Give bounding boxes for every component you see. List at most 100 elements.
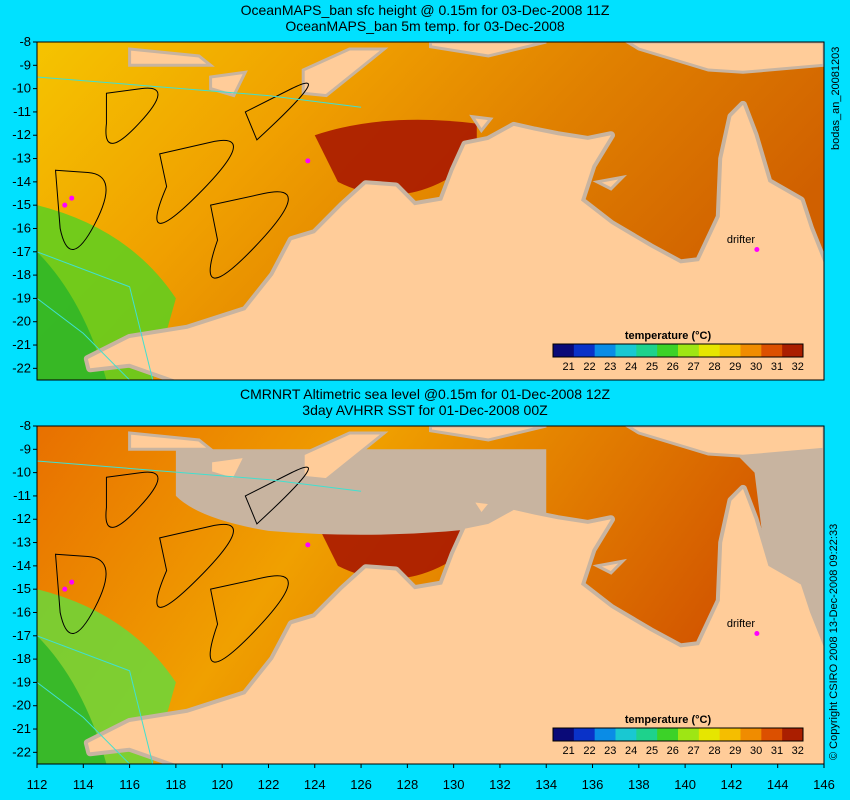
top-title-line2: OceanMAPS_ban 5m temp. for 03-Dec-2008 bbox=[285, 18, 565, 34]
lon-tick: 134 bbox=[535, 777, 557, 792]
top-colorbar-tick: 24 bbox=[625, 361, 637, 373]
bottom-lat-tick: -16 bbox=[12, 604, 31, 619]
top-colorbar-tick: 22 bbox=[583, 361, 595, 373]
top-colorbar-tick: 27 bbox=[688, 361, 700, 373]
bottom-map-panel bbox=[37, 426, 824, 764]
bottom-drifter-marker bbox=[69, 579, 75, 585]
top-drifter-label: drifter bbox=[727, 234, 755, 246]
bottom-height-contour bbox=[54, 553, 107, 634]
top-warm-water bbox=[314, 119, 477, 195]
bottom-title-line2: 3day AVHRR SST for 01-Dec-2008 00Z bbox=[302, 402, 548, 418]
bottom-height-contour bbox=[209, 575, 289, 663]
bottom-island bbox=[128, 431, 215, 451]
top-lat-tick: -13 bbox=[12, 151, 31, 166]
lon-tick: 136 bbox=[582, 777, 604, 792]
bottom-lat-tick: -15 bbox=[12, 581, 31, 596]
top-colorbar-tick: 29 bbox=[729, 361, 741, 373]
top-island bbox=[209, 70, 248, 98]
bottom-colorbar-swatch bbox=[782, 728, 804, 741]
top-bathy-contour bbox=[37, 251, 154, 380]
top-colorbar-tick: 32 bbox=[792, 361, 804, 373]
top-frame bbox=[36, 41, 825, 381]
top-island bbox=[429, 42, 547, 58]
bottom-island bbox=[469, 498, 494, 518]
top-height-contour bbox=[156, 139, 234, 224]
top-island bbox=[301, 47, 389, 98]
top-bathy-contour bbox=[37, 298, 130, 380]
top-cooler-water bbox=[37, 251, 107, 380]
bottom-height-contour bbox=[105, 471, 159, 528]
top-island bbox=[624, 42, 824, 74]
lon-tick: 118 bbox=[166, 777, 187, 792]
bottom-colorbar-tick: 22 bbox=[583, 745, 595, 757]
top-island bbox=[128, 47, 215, 67]
lon-tick: 126 bbox=[350, 777, 372, 792]
top-bathy-contour bbox=[37, 76, 362, 108]
bottom-colorbar-swatch bbox=[678, 728, 700, 741]
top-lat-tick: -19 bbox=[12, 290, 31, 305]
top-lat-tick: -10 bbox=[12, 81, 31, 96]
top-colorbar-swatch bbox=[594, 344, 616, 357]
top-drifter-marker bbox=[62, 202, 68, 208]
bottom-colorbar-swatch bbox=[594, 728, 616, 741]
lon-tick: 116 bbox=[119, 777, 140, 792]
bottom-colorbar-tick: 31 bbox=[771, 745, 783, 757]
top-colorbar-tick: 25 bbox=[646, 361, 658, 373]
top-colorbar-swatch bbox=[573, 344, 596, 357]
top-colorbar-swatch bbox=[698, 344, 721, 357]
bottom-colorbar-tick: 25 bbox=[646, 745, 658, 757]
bottom-cooler-water bbox=[37, 635, 107, 764]
bottom-lat-tick: -8 bbox=[19, 418, 31, 433]
bottom-colorbar-swatch bbox=[636, 728, 658, 741]
top-lat-tick: -17 bbox=[12, 244, 31, 259]
bottom-colorbar-tick: 21 bbox=[563, 745, 575, 757]
bottom-height-contour bbox=[244, 466, 309, 525]
bottom-colorbar-swatch bbox=[657, 728, 679, 741]
top-colorbar-swatch bbox=[615, 344, 637, 357]
top-drifter-marker bbox=[754, 246, 760, 252]
bottom-bathy-contour bbox=[37, 460, 362, 492]
lon-tick: 128 bbox=[397, 777, 419, 792]
top-side-label: bodas_an_20081203 bbox=[830, 46, 842, 150]
bottom-colorbar-tick: 27 bbox=[688, 745, 700, 757]
top-colorbar-swatch bbox=[553, 344, 575, 357]
bottom-drifter-marker bbox=[62, 586, 68, 592]
bottom-lat-tick: -14 bbox=[12, 558, 31, 573]
bottom-lat-tick: -9 bbox=[19, 441, 31, 456]
top-colorbar-title: temperature (°C) bbox=[625, 330, 712, 342]
bottom-title-line1: CMRNRT Altimetric sea level @0.15m for 0… bbox=[239, 386, 611, 402]
bottom-colorbar-tick: 28 bbox=[708, 745, 720, 757]
top-island bbox=[469, 114, 494, 134]
bottom-colorbar-tick: 30 bbox=[750, 745, 762, 757]
bottom-colorbar-swatch bbox=[698, 728, 721, 741]
bottom-australia-land bbox=[87, 488, 824, 764]
top-colorbar-swatch bbox=[636, 344, 658, 357]
bottom-drifter-marker bbox=[305, 542, 311, 548]
top-lat-tick: -8 bbox=[19, 34, 31, 49]
bottom-colorbar-tick: 32 bbox=[792, 745, 804, 757]
bottom-colorbar-swatch bbox=[573, 728, 596, 741]
top-colorbar-swatch bbox=[782, 344, 804, 357]
top-title-line1: OceanMAPS_ban sfc height @ 0.15m for 03-… bbox=[240, 2, 610, 18]
bottom-drifter-marker bbox=[754, 630, 760, 636]
bottom-lat-tick: -17 bbox=[12, 628, 31, 643]
top-drifter-marker bbox=[69, 195, 75, 201]
bottom-island bbox=[624, 426, 824, 458]
bottom-colorbar-tick: 24 bbox=[625, 745, 637, 757]
lon-tick: 142 bbox=[721, 777, 743, 792]
top-lat-tick: -12 bbox=[12, 127, 31, 142]
lon-tick: 120 bbox=[211, 777, 233, 792]
bottom-lat-tick: -19 bbox=[12, 674, 31, 689]
bottom-frame bbox=[36, 425, 825, 765]
bottom-lat-tick: -10 bbox=[12, 465, 31, 480]
top-island bbox=[592, 174, 628, 191]
lon-tick: 132 bbox=[489, 777, 511, 792]
top-height-contour bbox=[105, 87, 159, 144]
lon-tick: 122 bbox=[258, 777, 280, 792]
top-colorbar-tick: 31 bbox=[771, 361, 783, 373]
top-lat-tick: -20 bbox=[12, 314, 31, 329]
bottom-drifter-label: drifter bbox=[727, 618, 755, 630]
bottom-colorbar-frame bbox=[552, 727, 804, 742]
top-colorbar-tick: 21 bbox=[563, 361, 575, 373]
